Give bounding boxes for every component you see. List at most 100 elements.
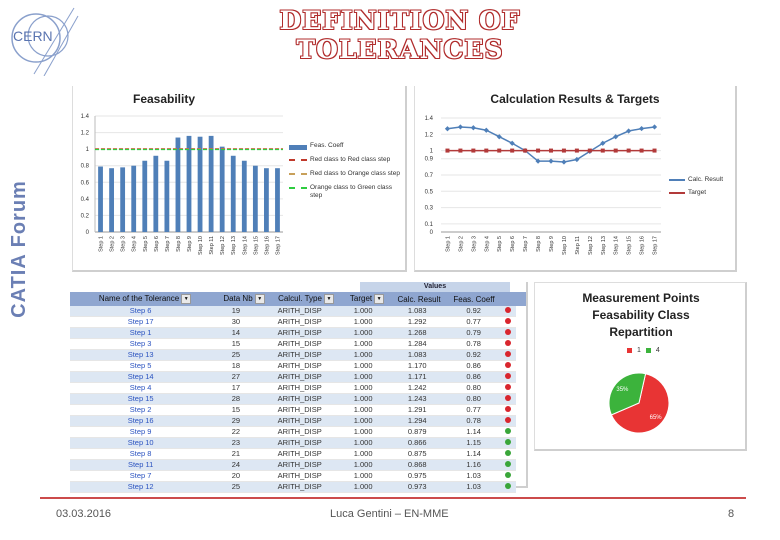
cell-calc-result: 0.868 — [387, 459, 447, 471]
table-row[interactable]: Step 16 29 ARITH_DISP 1.000 1.294 0.78 — [70, 415, 516, 427]
table-row[interactable]: Step 4 17 ARITH_DISP 1.000 1.242 0.80 — [70, 382, 516, 394]
cell-feas-coeff: 0.78 — [446, 415, 501, 427]
filter-dropdown-icon[interactable]: ▼ — [254, 294, 265, 304]
cell-calc-result: 1.268 — [387, 327, 447, 339]
table-row[interactable]: Step 14 27 ARITH_DISP 1.000 1.171 0.86 — [70, 371, 516, 383]
filter-dropdown-icon[interactable]: ▼ — [181, 294, 192, 304]
cell-calc-result: 1.294 — [387, 415, 447, 427]
table-row[interactable]: Step 11 24 ARITH_DISP 1.000 0.868 1.16 — [70, 459, 516, 471]
table-row[interactable]: Step 17 30 ARITH_DISP 1.000 1.292 0.77 — [70, 316, 516, 328]
calc-results-legend: Calc. Result Target — [669, 176, 733, 203]
cell-feas-coeff: 1.15 — [446, 437, 501, 449]
page-title: DEFINITION OF TOLERANCES — [279, 6, 521, 64]
y-tick-label: 0.8 — [81, 164, 90, 170]
status-red-icon — [505, 351, 512, 357]
table-row[interactable]: Step 3 15 ARITH_DISP 1.000 1.284 0.78 — [70, 338, 516, 350]
table-row[interactable]: Step 13 25 ARITH_DISP 1.000 1.083 0.92 — [70, 349, 516, 361]
table-group-label: Values — [423, 283, 447, 290]
cell-calc-result: 1.243 — [387, 393, 447, 405]
x-tick-label: Step 16 — [264, 236, 270, 255]
filter-dropdown-icon[interactable]: ▼ — [323, 294, 334, 304]
cell-target: 1.000 — [338, 338, 388, 350]
target-point — [484, 148, 489, 153]
status-green-icon — [505, 439, 512, 445]
table-row[interactable]: Step 1 14 ARITH_DISP 1.000 1.268 0.79 — [70, 327, 516, 339]
cell-data-nb: 21 — [211, 448, 261, 460]
bar — [131, 165, 137, 232]
bar — [98, 166, 103, 232]
cell-target: 1.000 — [338, 481, 388, 493]
cell-feas-coeff: 1.03 — [446, 470, 501, 482]
filter-dropdown-icon[interactable]: ▼ — [374, 294, 385, 304]
x-tick-label: Step 13 — [231, 236, 237, 255]
col-data-nb[interactable]: Data Nb ▼ — [220, 294, 268, 304]
cell-target: 1.000 — [338, 415, 388, 427]
calc-result-series-line — [447, 126, 655, 163]
cell-calc-type: ARITH_DISP — [260, 338, 339, 350]
legend-calc-result-label: Calc. Result — [688, 176, 724, 183]
table-row[interactable]: Step 9 22 ARITH_DISP 1.000 0.879 1.14 — [70, 426, 516, 438]
y-tick-label: 0 — [430, 230, 434, 236]
x-tick-label: Step 9 — [187, 236, 193, 252]
cell-target: 1.000 — [338, 426, 388, 438]
table-row[interactable]: Step 10 23 ARITH_DISP 1.000 0.866 1.15 — [70, 437, 516, 449]
x-tick-label: Step 14 — [614, 236, 620, 255]
table-row[interactable]: Step 6 19 ARITH_DISP 1.000 1.083 0.92 — [70, 306, 516, 317]
cell-calc-result: 1.171 — [387, 371, 447, 383]
cell-status — [500, 437, 516, 449]
col-target[interactable]: Target ▼ — [344, 294, 390, 304]
bar — [175, 137, 181, 232]
pie-legend-1-label: 1 — [637, 347, 641, 354]
status-red-icon — [505, 417, 512, 423]
x-tick-label: Step 1 — [99, 236, 105, 252]
pie-legend-swatch-green — [645, 348, 651, 353]
feasability-legend: Feas. Coeff Red class to Red class step … — [289, 142, 401, 206]
table-row[interactable]: Step 15 28 ARITH_DISP 1.000 1.243 0.80 — [70, 393, 516, 405]
col-calc-type[interactable]: Calcul. Type ▼ — [268, 294, 344, 304]
cell-status — [500, 382, 516, 394]
cell-target: 1.000 — [338, 470, 388, 482]
cell-status — [500, 360, 516, 372]
pie-slice — [610, 373, 670, 434]
cell-name: Step 11 — [70, 459, 212, 471]
col-feas-coeff[interactable]: Feas. Coeff — [448, 295, 500, 304]
target-point — [536, 148, 541, 153]
feasability-chart-panel: Feasability 0 0.2 0.4 0.6 0.8 1 1.2 1.4 Step 1 St… — [72, 86, 407, 272]
status-red-icon — [505, 307, 512, 313]
pie-slice — [608, 372, 647, 416]
legend-target-label: Target — [688, 189, 707, 196]
table-row[interactable]: Step 2 15 ARITH_DISP 1.000 1.291 0.77 — [70, 404, 516, 416]
cell-data-nb: 22 — [211, 426, 261, 438]
table-row[interactable]: Step 5 18 ARITH_DISP 1.000 1.170 0.86 — [70, 360, 516, 372]
y-tick-label: 1 — [86, 147, 90, 153]
bar — [230, 155, 236, 232]
cell-status — [500, 448, 516, 460]
cell-calc-result: 0.875 — [387, 448, 447, 460]
col-calc-result[interactable]: Calc. Result — [390, 295, 448, 304]
cell-target: 1.000 — [338, 360, 388, 372]
cell-status — [500, 470, 516, 482]
y-tick-label: 0.5 — [425, 189, 434, 195]
cell-status — [500, 459, 516, 471]
status-red-icon — [505, 395, 512, 401]
table-row[interactable]: Step 8 21 ARITH_DISP 1.000 0.875 1.14 — [70, 448, 516, 460]
cell-data-nb: 17 — [211, 382, 261, 394]
legend-swatch-red — [289, 159, 307, 161]
table-row[interactable]: Step 7 20 ARITH_DISP 1.000 0.975 1.03 — [70, 470, 516, 482]
status-red-icon — [505, 362, 512, 368]
cell-status — [500, 404, 516, 416]
cell-status — [500, 338, 516, 350]
pie-legend-swatch-red — [627, 348, 632, 353]
cell-data-nb: 27 — [211, 371, 261, 383]
y-tick-label: 0.6 — [81, 180, 90, 186]
cell-target: 1.000 — [338, 448, 388, 460]
cell-name: Step 7 — [70, 470, 212, 482]
cern-logo: CERN — [4, 4, 80, 77]
cell-calc-type: ARITH_DISP — [260, 426, 339, 438]
status-green-icon — [505, 472, 512, 478]
calc-result-point — [457, 124, 464, 130]
col-name[interactable]: Name of the Tolerance ▼ — [70, 294, 220, 304]
cell-target: 1.000 — [338, 404, 388, 416]
table-row[interactable]: Step 12 25 ARITH_DISP 1.000 0.973 1.03 — [70, 481, 516, 493]
x-tick-label: Step 4 — [484, 236, 490, 252]
